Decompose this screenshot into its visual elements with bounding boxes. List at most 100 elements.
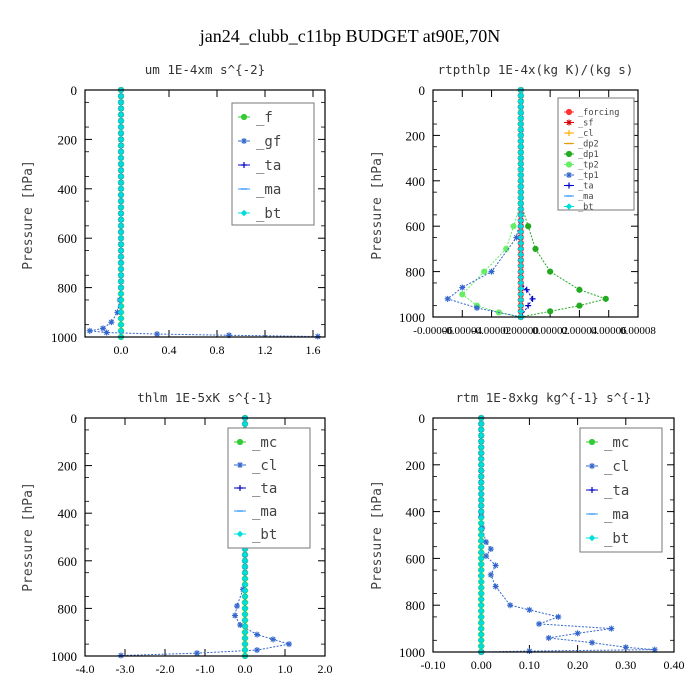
legend-marker bbox=[237, 485, 243, 491]
data-point bbox=[117, 99, 125, 106]
data-point bbox=[241, 575, 249, 582]
legend-marker bbox=[241, 138, 247, 144]
x-tick-label: 0.0 bbox=[114, 343, 129, 357]
data-point bbox=[510, 223, 517, 230]
legend-item: _tp1 bbox=[564, 171, 599, 181]
data-point bbox=[117, 284, 125, 291]
data-point bbox=[576, 286, 583, 293]
data-point bbox=[517, 115, 525, 122]
data-point bbox=[526, 648, 533, 655]
data-point bbox=[241, 646, 249, 654]
legend-marker bbox=[565, 203, 573, 210]
legend-marker bbox=[589, 463, 595, 469]
data-point bbox=[117, 154, 125, 162]
y-tick-label: 0 bbox=[419, 411, 426, 426]
data-point bbox=[117, 148, 125, 155]
legend-item: _mc bbox=[234, 435, 277, 451]
plot-frame bbox=[84, 89, 326, 338]
data-point bbox=[286, 641, 292, 648]
data-point bbox=[478, 455, 485, 463]
data-point bbox=[117, 259, 125, 267]
data-point bbox=[478, 555, 485, 562]
data-point bbox=[117, 117, 125, 125]
data-point bbox=[517, 126, 525, 133]
y-axis-label: Pressure [hPa] bbox=[370, 150, 385, 260]
data-point bbox=[517, 240, 525, 247]
subplot-4: rtm 1E-8xkg kg^{-1} s^{-1} Pressure [hPa]… bbox=[370, 390, 685, 672]
data-point bbox=[517, 251, 525, 258]
data-point bbox=[117, 111, 125, 118]
legend: _mc _cl _ta _ma _bt bbox=[227, 427, 311, 549]
subplot-title: rtm 1E-8xkg kg^{-1} s^{-1} bbox=[456, 390, 652, 405]
data-point bbox=[117, 191, 125, 199]
data-point bbox=[478, 637, 485, 644]
data-point bbox=[532, 245, 539, 252]
data-point bbox=[241, 545, 249, 553]
data-point bbox=[545, 634, 552, 641]
data-point bbox=[478, 537, 485, 545]
legend-box bbox=[231, 102, 315, 226]
y-tick-label: 800 bbox=[406, 265, 426, 280]
data-point bbox=[241, 623, 249, 630]
x-tick-label: 0.00004 bbox=[562, 325, 598, 337]
data-point bbox=[478, 432, 485, 439]
data-point bbox=[241, 557, 249, 564]
data-point bbox=[117, 253, 125, 260]
data-point bbox=[478, 572, 485, 580]
y-axis-label: Pressure [hPa] bbox=[21, 482, 36, 592]
subplot-title: um 1E-4xm s^{-2} bbox=[145, 62, 265, 77]
x-tick-label: 1.6 bbox=[306, 343, 321, 357]
subplot-3: thlm 1E-5xK s^{-1} Pressure [hPa] 0 200 400 6… bbox=[21, 390, 333, 676]
legend-label: _gf bbox=[256, 134, 281, 150]
data-point bbox=[241, 569, 249, 576]
data-point bbox=[517, 262, 525, 270]
data-point bbox=[517, 200, 525, 207]
y-tick-label: 800 bbox=[58, 281, 78, 296]
data-point bbox=[651, 646, 658, 653]
legend-marker bbox=[566, 130, 572, 136]
series-line bbox=[520, 90, 534, 318]
legend: _forcing_sf_cl_dp2_dp1_tp2_tp1_ta_ma_bt bbox=[557, 97, 635, 213]
data-point bbox=[517, 257, 525, 264]
data-point bbox=[86, 327, 93, 334]
legend-label: _ma bbox=[256, 182, 281, 198]
data-point bbox=[478, 502, 485, 509]
legend-label: _dp2 bbox=[578, 140, 599, 150]
x-tick-label: 1.2 bbox=[258, 343, 273, 357]
x-tick-label: 0.00002 bbox=[532, 325, 568, 337]
data-point bbox=[478, 566, 485, 574]
data-point bbox=[517, 120, 525, 128]
legend-item: _ta bbox=[238, 158, 281, 174]
x-tick-label: 0.00 bbox=[471, 658, 492, 672]
data-point bbox=[517, 308, 525, 315]
series-bt bbox=[117, 86, 125, 341]
x-tick-label: 2.0 bbox=[318, 662, 333, 676]
subplot-1: um 1E-4xm s^{-2} Pressure [hPa] 0 200 400 600… bbox=[21, 62, 326, 357]
legend-marker bbox=[589, 487, 595, 493]
data-point bbox=[117, 216, 125, 223]
data-point bbox=[517, 98, 525, 105]
data-point bbox=[517, 291, 525, 298]
data-point bbox=[602, 295, 609, 302]
y-axis-label: Pressure [hPa] bbox=[21, 160, 36, 270]
data-point bbox=[526, 606, 533, 613]
data-point bbox=[481, 268, 488, 275]
legend-item: _ma bbox=[238, 182, 281, 198]
legend-marker bbox=[566, 172, 572, 178]
data-point bbox=[517, 103, 525, 111]
data-point bbox=[117, 235, 125, 242]
data-point bbox=[478, 514, 485, 521]
series-bt bbox=[478, 414, 485, 656]
data-point bbox=[478, 631, 485, 638]
plot-frame bbox=[432, 89, 639, 318]
data-point bbox=[232, 612, 238, 619]
data-point bbox=[117, 290, 125, 297]
data-point bbox=[517, 194, 525, 202]
legend-item: _bt bbox=[564, 203, 594, 213]
data-point bbox=[478, 561, 485, 568]
data-point bbox=[517, 177, 525, 184]
legend-marker bbox=[566, 182, 572, 189]
legend-marker bbox=[588, 438, 596, 446]
legend-label: _dp1 bbox=[578, 150, 599, 160]
data-point bbox=[117, 136, 125, 143]
